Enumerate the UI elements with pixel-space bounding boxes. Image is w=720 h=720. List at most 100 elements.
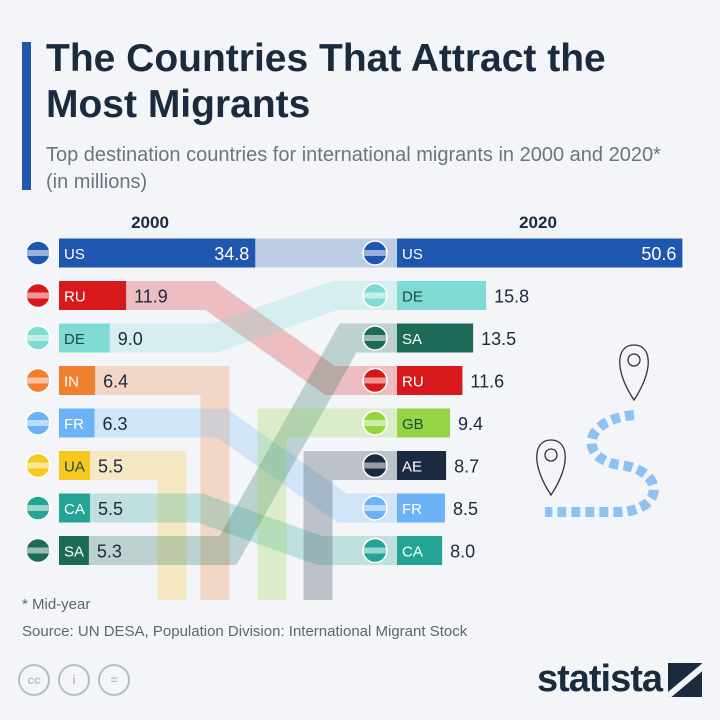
bar-value-label: 6.4 [103,372,128,392]
ribbon-gb [257,408,397,600]
bar-row-2000-de: DE 9.0 [25,323,143,353]
bar-value-label: 9.0 [118,329,143,349]
flag-fr-icon [362,495,388,521]
nd-icon[interactable]: = [98,664,130,696]
bar-value-label: 11.6 [470,372,504,392]
flag-fr-icon [25,410,51,436]
bar-row-2020-sa: SA 13.5 [362,323,516,353]
bar-code-label: US [64,246,85,263]
bar-row-2020-us: US 50.6 [362,238,683,268]
bar-row-2020-fr: FR 8.5 [362,493,478,523]
license-icons: cc i = [18,664,130,696]
flag-us-icon [25,240,51,266]
bar-code-label: CA [402,544,423,561]
bar [59,408,95,438]
bar-value-label: 13.5 [481,329,516,349]
bar-row-2020-ru: RU 11.6 [362,366,504,395]
bar [397,323,474,353]
bar-value-label: 9.4 [458,414,483,434]
flag-us-icon [362,240,388,266]
bar-value-label: 5.5 [98,499,123,519]
ribbon-in [95,366,230,600]
route-decoration [536,344,659,517]
flag-ru-icon [25,282,51,309]
bar-code-label: UA [64,459,85,476]
source-note: Source: UN DESA, Population Division: In… [22,623,468,640]
bar-row-2000-ru: RU 11.9 [25,281,168,310]
bar [397,451,447,480]
bar-code-label: FR [402,501,422,518]
bar-code-label: IN [64,374,79,391]
bar [59,281,127,310]
bar [59,536,89,565]
bar-code-label: US [402,246,423,263]
bar [397,366,463,395]
flag-ru-icon [362,367,388,394]
bar-value-label: 50.6 [641,244,676,264]
bar-code-label: SA [402,331,422,348]
dotted-route [545,410,659,517]
flag-sa-icon [25,537,51,564]
bar-value-label: 8.5 [453,499,478,519]
bar-row-2020-ae: AE 8.7 [362,451,479,480]
bar-code-label: RU [402,374,424,391]
flag-gb-icon [362,410,388,436]
ribbon-ca [90,493,397,565]
bar-value-label: 15.8 [494,287,529,307]
title-accent-bar [22,42,31,190]
bar [59,238,256,268]
bar [397,408,451,438]
bar-row-2020-ca: CA 8.0 [362,536,475,565]
bar [59,323,110,353]
bar-code-label: GB [402,416,424,433]
bar-code-label: DE [64,331,85,348]
bar [59,493,91,523]
flag-de-icon [25,325,51,351]
bar-row-2020-gb: GB 9.4 [362,408,483,438]
bar-value-label: 34.8 [214,244,249,264]
bar-code-label: CA [64,501,85,518]
bar-row-2000-in: IN 6.4 [25,366,128,395]
bar [59,366,96,395]
bar-row-2000-ua: UA 5.5 [25,451,123,480]
brand-name: statista [536,658,663,700]
bar [397,281,487,310]
year-label-2020: 2020 [519,213,557,232]
chart-svg: 2000 US 34.8 RU 11.9 DE 9.0 IN 6.4 FR 6.3 UA 5.5 CA 5.… [25,213,683,600]
bar-code-label: FR [64,416,84,433]
bar-row-2000-us: US 34.8 [25,238,256,268]
bar-value-label: 5.3 [97,542,122,562]
statista-logo[interactable]: statista [537,658,702,701]
cc-icon[interactable]: cc [18,664,50,696]
bar [397,536,443,565]
bar-code-label: RU [64,289,86,306]
bar-row-2020-de: DE 15.8 [362,281,529,310]
brand-mark-icon [668,662,702,697]
bar [59,451,91,480]
bar-value-label: 8.0 [450,542,475,562]
bar-row-2000-fr: FR 6.3 [25,408,128,438]
bar-row-2000-ca: CA 5.5 [25,493,123,523]
bar-row-2000-sa: SA 5.3 [25,536,122,565]
year-label-2000: 2000 [131,213,169,232]
ribbon-ae [303,451,397,600]
flag-sa-icon [362,325,388,351]
flag-ca-icon [25,495,51,521]
bar [397,493,445,523]
ribbon-ua [90,451,187,600]
flag-ae-icon [362,452,388,479]
flag-de-icon [362,282,388,309]
bar-code-label: AE [402,459,422,476]
bar-code-label: SA [64,544,84,561]
bar-value-label: 6.3 [103,414,128,434]
flag-ca-icon [362,537,388,564]
flag-ua-icon [25,452,51,479]
footnote: * Mid-year [22,596,91,613]
bar-value-label: 11.9 [134,287,168,307]
map-pin-icon [619,344,649,402]
map-pin-icon [536,439,566,497]
flag-in-icon [25,367,51,394]
by-icon[interactable]: i [58,664,90,696]
chart-subtitle: Top destination countries for internatio… [46,144,661,193]
bar [397,238,683,268]
